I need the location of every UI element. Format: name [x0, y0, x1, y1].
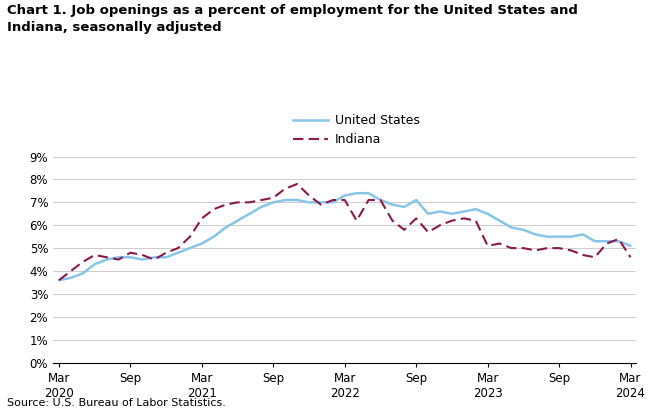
Legend: United States, Indiana: United States, Indiana	[292, 114, 420, 146]
Text: Source: U.S. Bureau of Labor Statistics.: Source: U.S. Bureau of Labor Statistics.	[7, 398, 225, 408]
Text: Chart 1. Job openings as a percent of employment for the United States and
India: Chart 1. Job openings as a percent of em…	[7, 4, 577, 34]
